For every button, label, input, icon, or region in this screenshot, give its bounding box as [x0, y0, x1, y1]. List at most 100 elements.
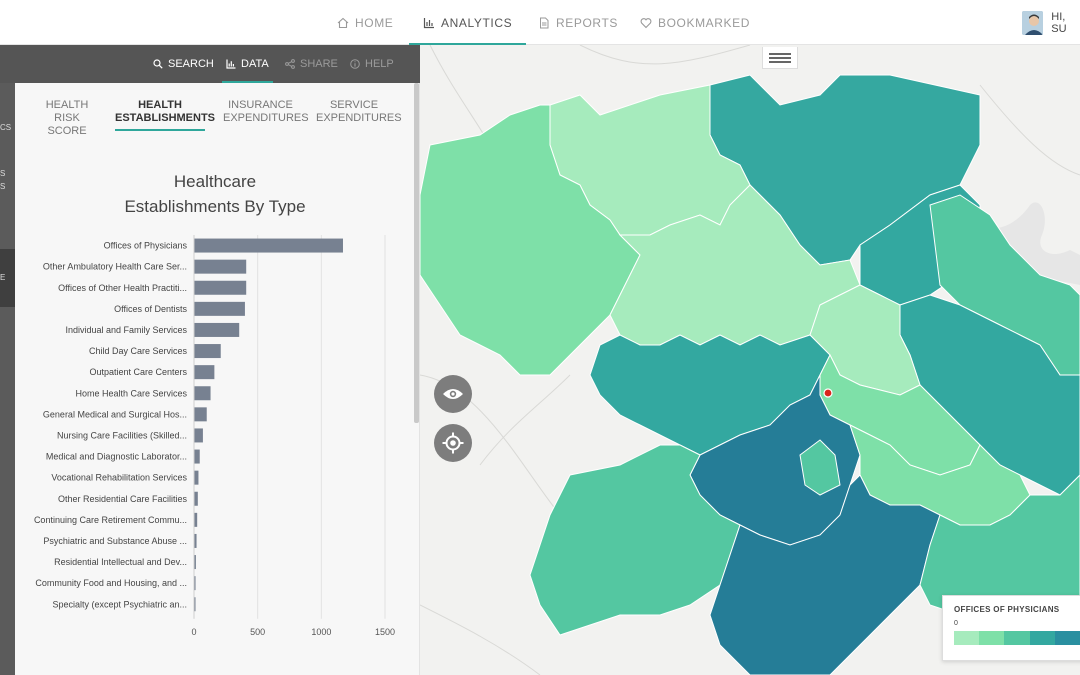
- search-icon: [153, 59, 163, 69]
- tab-line: EXPENDITURES: [316, 112, 402, 124]
- tab-line: EXPENDITURES: [223, 112, 309, 124]
- avatar[interactable]: [1022, 11, 1044, 35]
- map-region[interactable]: [799, 439, 841, 496]
- tab-insurance-expenditures[interactable]: INSURANCE EXPENDITURES: [223, 99, 309, 125]
- category-label: General Medical and Surgical Hos...: [43, 409, 187, 419]
- top-navigation: HOME ANALYTICS REPORTS BOOKMARKED HI, SU: [0, 0, 1080, 45]
- nav-bookmarked-label: BOOKMARKED: [658, 15, 751, 30]
- category-label: Offices of Other Health Practiti...: [58, 283, 187, 293]
- tab-service-expenditures[interactable]: SERVICE EXPENDITURES: [316, 99, 402, 125]
- toolbar-help[interactable]: HELP: [350, 45, 394, 83]
- map-menu-button[interactable]: [762, 47, 798, 69]
- tab-line: SERVICE: [329, 99, 379, 111]
- chart-title-line: Establishments By Type: [124, 197, 306, 216]
- chart-title: Healthcare Establishments By Type: [15, 169, 415, 219]
- hamburger-icon: [769, 56, 791, 59]
- toolbar-help-label: HELP: [365, 58, 394, 70]
- home-icon: [337, 17, 349, 28]
- legend-min-label: 0: [954, 620, 958, 627]
- nav-home-label: HOME: [355, 15, 394, 30]
- nav-analytics-label: ANALYTICS: [441, 15, 513, 30]
- bar[interactable]: [194, 597, 196, 612]
- map-legend: OFFICES OF PHYSICIANS 0: [942, 595, 1080, 661]
- category-label: Home Health Care Services: [75, 388, 187, 398]
- rail-active-tab[interactable]: E: [0, 249, 15, 307]
- category-label: Offices of Physicians: [104, 241, 188, 251]
- category-label: Nursing Care Facilities (Skilled...: [57, 430, 187, 440]
- nav-bookmarked[interactable]: BOOKMARKED: [640, 0, 750, 45]
- collapsed-sidebar: CS S S E: [0, 45, 15, 675]
- legend-swatch: [1004, 631, 1030, 645]
- bar[interactable]: [194, 512, 198, 527]
- locate-button[interactable]: [434, 424, 472, 462]
- tab-health-risk-score[interactable]: HEALTH RISK SCORE: [39, 99, 95, 138]
- bar[interactable]: [194, 428, 203, 443]
- x-tick-label: 1500: [375, 627, 395, 637]
- category-label: Offices of Dentists: [114, 304, 187, 314]
- hamburger-icon: [769, 60, 791, 63]
- x-tick-label: 0: [191, 627, 196, 637]
- legend-swatch: [954, 631, 980, 645]
- user-menu[interactable]: HI, SU: [1022, 11, 1080, 35]
- category-label: Medical and Diagnostic Laborator...: [46, 452, 187, 462]
- bar[interactable]: [194, 449, 200, 464]
- toggle-visibility-button[interactable]: [434, 375, 472, 413]
- bar-chart-icon: [423, 17, 434, 28]
- bar[interactable]: [194, 491, 198, 506]
- x-tick-label: 1000: [311, 627, 331, 637]
- category-label: Residential Intellectual and Dev...: [54, 557, 187, 567]
- bar[interactable]: [194, 386, 211, 401]
- bar[interactable]: [194, 238, 343, 253]
- rail-fragment: S: [0, 182, 6, 191]
- category-label: Specialty (except Psychiatric an...: [52, 599, 187, 609]
- toolbar-share[interactable]: SHARE: [285, 45, 338, 83]
- bar[interactable]: [194, 301, 245, 316]
- bar[interactable]: [194, 322, 240, 337]
- rail-fragment: S: [0, 169, 6, 178]
- choropleth-map[interactable]: OFFICES OF PHYSICIANS 0: [420, 45, 1080, 675]
- info-icon: [350, 59, 360, 69]
- bar[interactable]: [194, 576, 196, 591]
- crosshair-icon: [442, 432, 464, 454]
- heart-icon: [640, 17, 652, 28]
- category-label: Individual and Family Services: [65, 325, 187, 335]
- tab-health-establishments[interactable]: HEALTH ESTABLISHMENTS: [115, 99, 216, 131]
- toolbar-share-label: SHARE: [300, 58, 338, 70]
- legend-color-scale: [954, 631, 1080, 645]
- share-icon: [285, 59, 295, 69]
- nav-home[interactable]: HOME: [337, 0, 393, 45]
- bar[interactable]: [194, 280, 247, 295]
- category-label: Psychiatric and Substance Abuse ...: [43, 536, 187, 546]
- category-label: Child Day Care Services: [89, 346, 188, 356]
- bar[interactable]: [194, 470, 199, 485]
- tab-line: HEALTH: [45, 99, 89, 111]
- bar[interactable]: [194, 365, 215, 380]
- tab-line: ESTABLISHMENTS: [115, 112, 216, 124]
- toolbar-data-label: DATA: [241, 58, 269, 70]
- bar-chart-icon: [226, 59, 236, 69]
- bar[interactable]: [194, 555, 196, 570]
- toolbar-search[interactable]: SEARCH: [153, 45, 214, 83]
- user-greeting: HI, SU: [1051, 11, 1067, 35]
- data-toolbar: SEARCH DATA SHARE HELP: [0, 45, 420, 83]
- nav-reports[interactable]: REPORTS: [538, 0, 618, 45]
- category-label: Other Residential Care Facilities: [58, 494, 188, 504]
- toolbar-data[interactable]: DATA: [222, 45, 273, 83]
- nav-reports-label: REPORTS: [556, 15, 618, 30]
- nav-analytics[interactable]: ANALYTICS: [408, 0, 527, 45]
- x-tick-label: 500: [250, 627, 265, 637]
- legend-swatch: [1029, 631, 1055, 645]
- bar[interactable]: [194, 344, 221, 359]
- legend-swatch: [1054, 631, 1080, 645]
- bar[interactable]: [194, 407, 207, 422]
- data-panel: HEALTH RISK SCORE HEALTH ESTABLISHMENTS …: [15, 83, 420, 675]
- location-marker[interactable]: [823, 388, 833, 398]
- panel-scrollbar[interactable]: [414, 83, 419, 423]
- tab-line: HEALTH: [138, 99, 182, 111]
- bar[interactable]: [194, 259, 247, 274]
- bar[interactable]: [194, 533, 197, 548]
- legend-title: OFFICES OF PHYSICIANS: [954, 605, 1060, 614]
- category-label: Community Food and Housing, and ...: [35, 578, 187, 588]
- river-shape: [980, 202, 1080, 285]
- rail-fragment: CS: [0, 123, 12, 132]
